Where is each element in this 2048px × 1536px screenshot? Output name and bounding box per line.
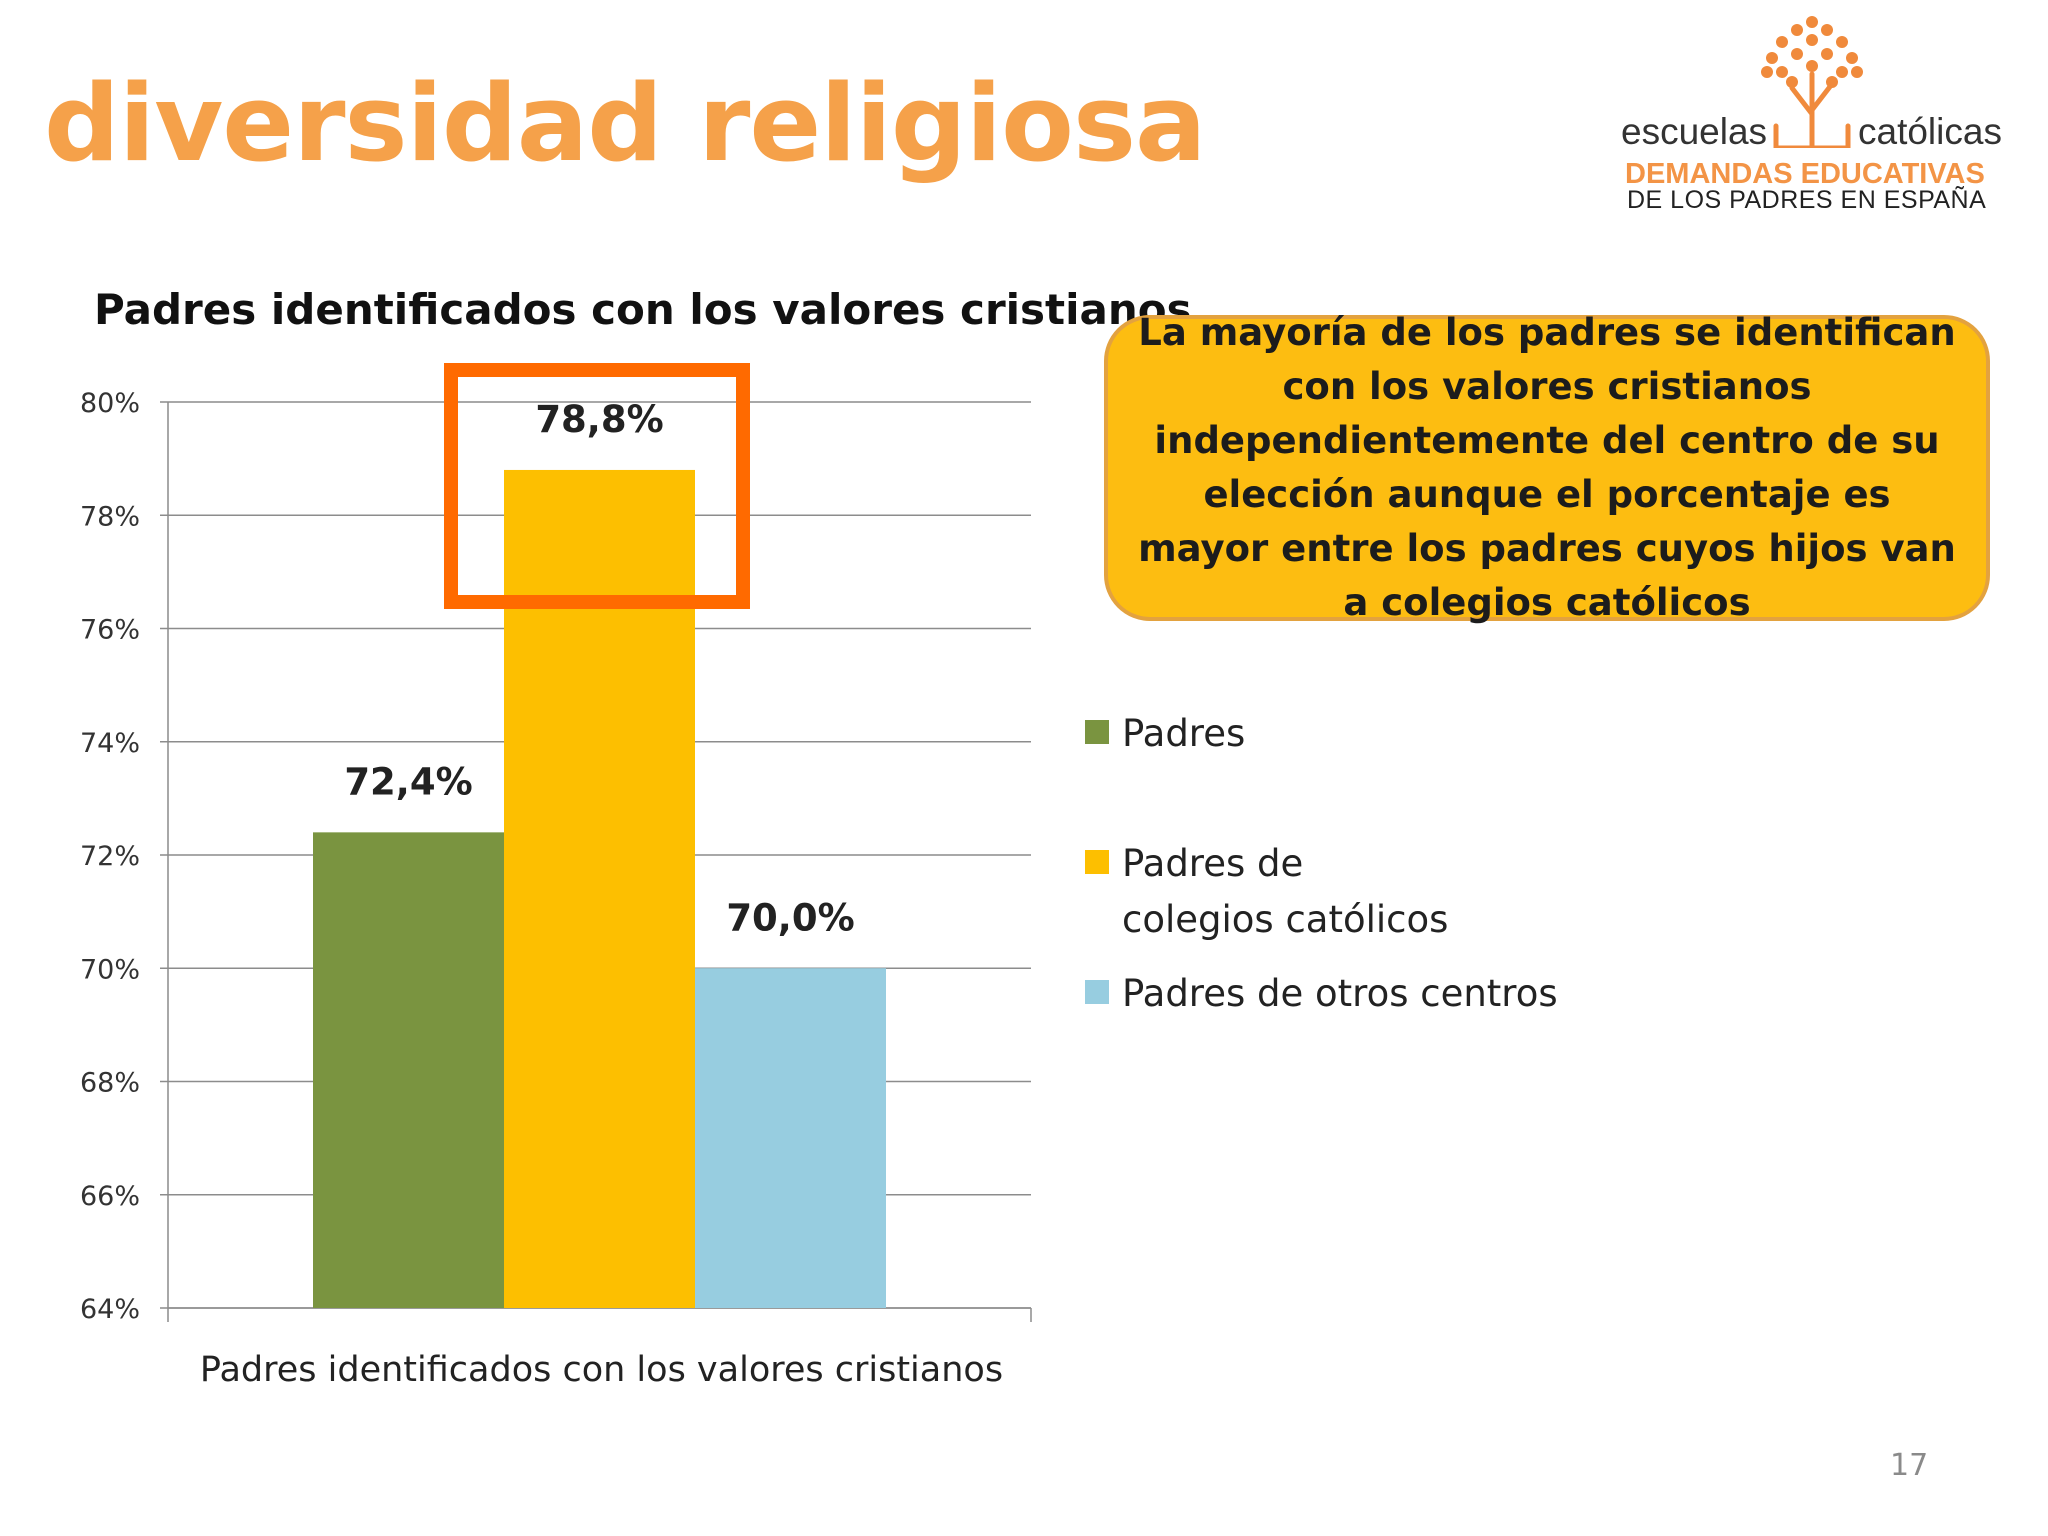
x-axis-label: Padres identificados con los valores cri… bbox=[200, 1350, 1003, 1390]
tree-dot bbox=[1806, 16, 1818, 28]
data-label: 78,8% bbox=[535, 398, 663, 441]
tree-logo-icon bbox=[1761, 16, 1863, 148]
tree-dot bbox=[1776, 66, 1788, 78]
tree-dot bbox=[1846, 52, 1858, 64]
legend-item-padres-otros-centros: Padres de otros centros bbox=[1085, 966, 1602, 1022]
legend-item-padres-colegios-catolicos: Padres de colegios católicos bbox=[1085, 836, 1462, 948]
tree-dot bbox=[1776, 36, 1788, 48]
legend-swatch bbox=[1085, 720, 1109, 744]
tree-dot bbox=[1806, 34, 1818, 46]
legend-label: Padres bbox=[1122, 712, 1246, 755]
logo-tagline: DEMANDAS EDUCATIVAS bbox=[1625, 158, 1985, 190]
escuelas-catolicas-logo: escuelas católicas DEMANDAS EDUCATIVAS D… bbox=[1616, 8, 2036, 218]
y-tick-label: 74% bbox=[80, 728, 140, 759]
y-tick-label: 80% bbox=[80, 388, 140, 419]
tree-base bbox=[1773, 123, 1851, 148]
y-tick-label: 70% bbox=[80, 954, 140, 985]
y-tick-label: 68% bbox=[80, 1068, 140, 1099]
logo-subline: DE LOS PADRES EN ESPAÑA bbox=[1627, 186, 1987, 214]
y-tick-label: 76% bbox=[80, 615, 140, 646]
y-tick-label: 66% bbox=[80, 1181, 140, 1212]
bar-padres-de-colegios-católicos bbox=[504, 469, 695, 1308]
tree-dot bbox=[1786, 76, 1798, 88]
callout-text: La mayoría de los padres se identifican … bbox=[1138, 311, 1956, 624]
legend-label: Padres de otros centros bbox=[1122, 972, 1558, 1015]
tree-dot bbox=[1836, 66, 1848, 78]
logo-word-catolicas: católicas bbox=[1858, 111, 2002, 152]
legend-swatch bbox=[1085, 980, 1109, 1004]
slide-title: diversidad religiosa bbox=[44, 62, 1207, 185]
legend-label: Padres de colegios católicos bbox=[1122, 842, 1449, 941]
tree-dot bbox=[1791, 48, 1803, 60]
data-label: 70,0% bbox=[726, 896, 854, 939]
bar-padres-de-otros-centros bbox=[695, 968, 886, 1308]
y-tick-label: 64% bbox=[80, 1294, 140, 1325]
tree-trunk bbox=[1789, 71, 1835, 148]
tree-dot bbox=[1761, 66, 1773, 78]
tree-dot bbox=[1821, 48, 1833, 60]
y-tick-label: 72% bbox=[80, 841, 140, 872]
page-number: 17 bbox=[1890, 1448, 1929, 1483]
tree-dot bbox=[1791, 24, 1803, 36]
tree-dot bbox=[1766, 52, 1778, 64]
legend-item-padres: Padres bbox=[1085, 706, 1602, 762]
bar-padres bbox=[313, 832, 504, 1308]
chart-title: Padres identificados con los valores cri… bbox=[94, 285, 1192, 334]
tree-dot bbox=[1836, 36, 1848, 48]
data-label: 72,4% bbox=[344, 760, 472, 803]
tree-dot bbox=[1851, 66, 1863, 78]
legend-swatch bbox=[1085, 850, 1109, 874]
highlight-box bbox=[444, 363, 750, 609]
y-tick-label: 78% bbox=[80, 501, 140, 532]
tree-dot bbox=[1806, 60, 1818, 72]
logo-word-escuelas: escuelas bbox=[1621, 111, 1768, 152]
tree-dot bbox=[1821, 24, 1833, 36]
callout-box: La mayoría de los padres se identifican … bbox=[1104, 311, 1990, 624]
